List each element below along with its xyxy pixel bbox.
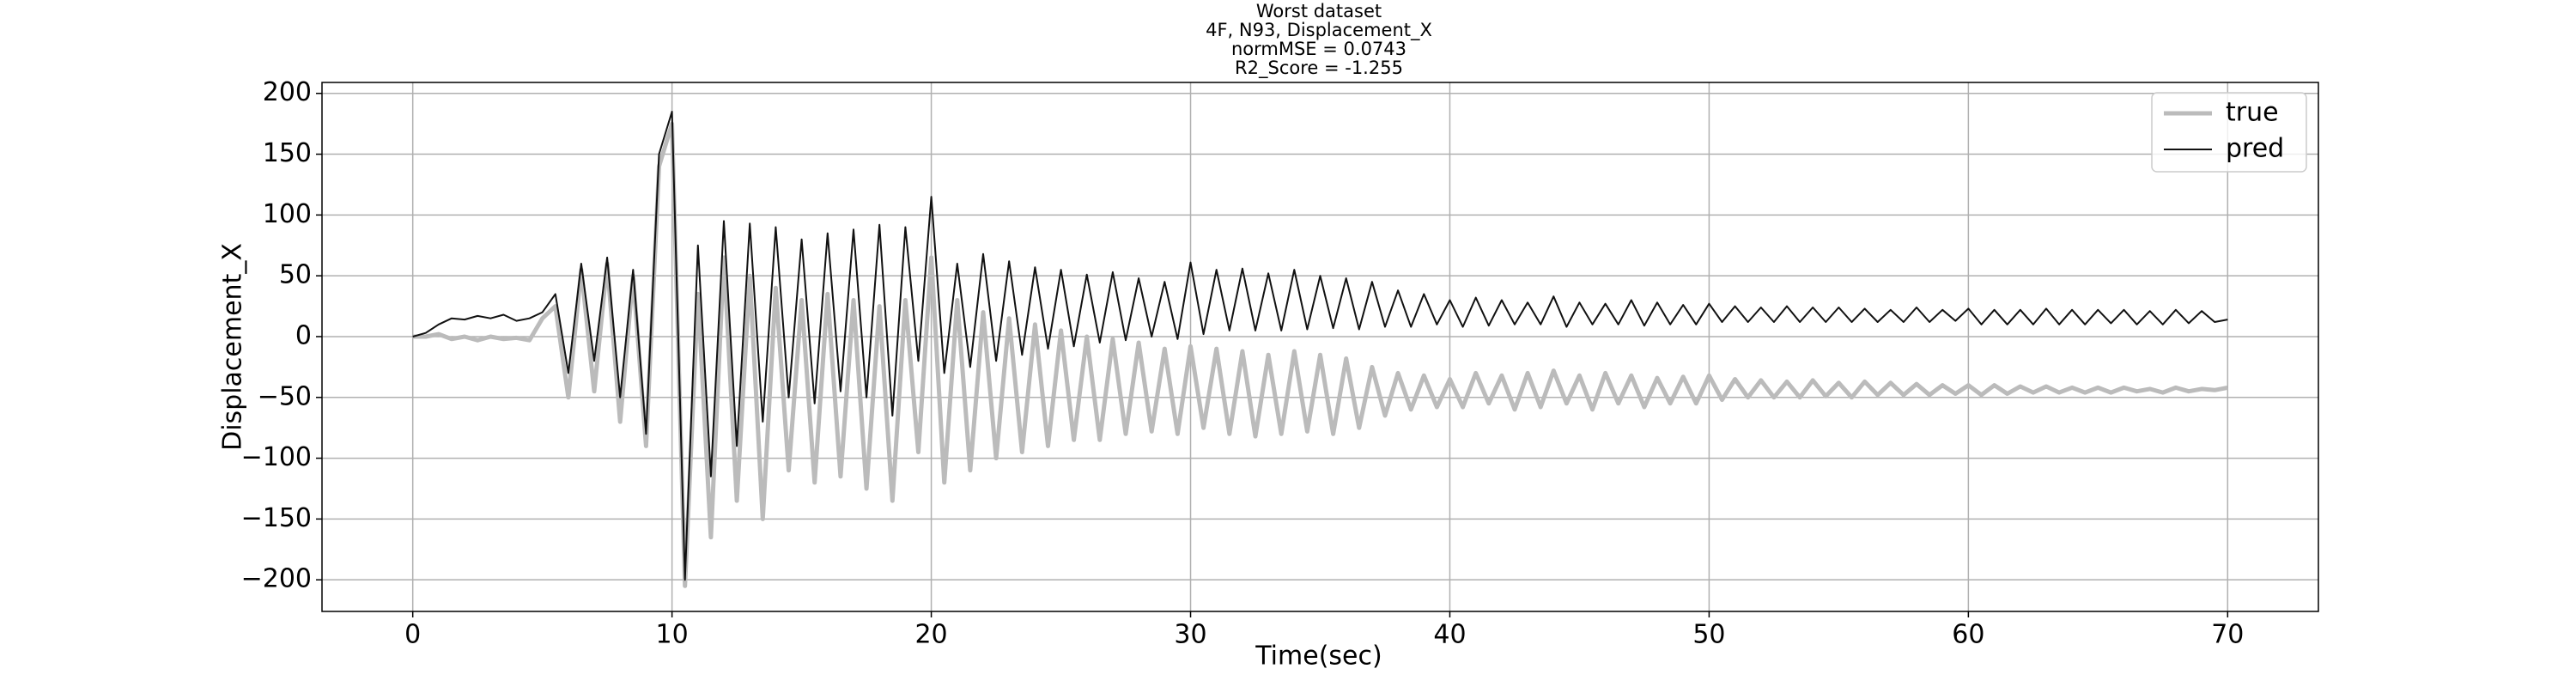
y-tick-label: −150 (241, 503, 312, 533)
chart-subtitle: 4F, N93, Displacement_X (1206, 20, 1432, 41)
y-tick-label: 150 (263, 138, 312, 168)
x-tick-label: 30 (1174, 620, 1206, 650)
x-tick-label: 20 (914, 620, 947, 650)
x-tick-label: 50 (1692, 620, 1725, 650)
chart-subtitle: R2_Score = -1.255 (1235, 58, 1403, 79)
line-series (412, 111, 2228, 581)
y-axis-label: Displacement_X (218, 243, 248, 451)
x-tick-label: 70 (2211, 620, 2244, 650)
x-tick-label: 60 (1952, 620, 1984, 650)
chart-subtitle: normMSE = 0.0743 (1231, 39, 1406, 59)
line-series (412, 121, 2228, 588)
plot-frame (321, 82, 2319, 612)
x-tick-label: 40 (1433, 620, 1466, 650)
legend-label: pred (2226, 134, 2284, 164)
chart-title: Worst dataset (1256, 1, 1382, 21)
x-axis-label: Time(sec) (1255, 641, 1382, 672)
y-tick-label: −100 (241, 442, 312, 472)
legend-label: true (2226, 98, 2279, 128)
y-tick-label: −50 (258, 381, 312, 411)
y-tick-label: 200 (263, 77, 312, 107)
y-tick-label: 50 (279, 260, 312, 290)
x-tick-label: 10 (656, 620, 689, 650)
y-tick-label: 100 (263, 199, 312, 229)
y-tick-label: 0 (295, 320, 312, 350)
y-tick-label: −200 (241, 564, 312, 594)
x-tick-label: 0 (404, 620, 421, 650)
